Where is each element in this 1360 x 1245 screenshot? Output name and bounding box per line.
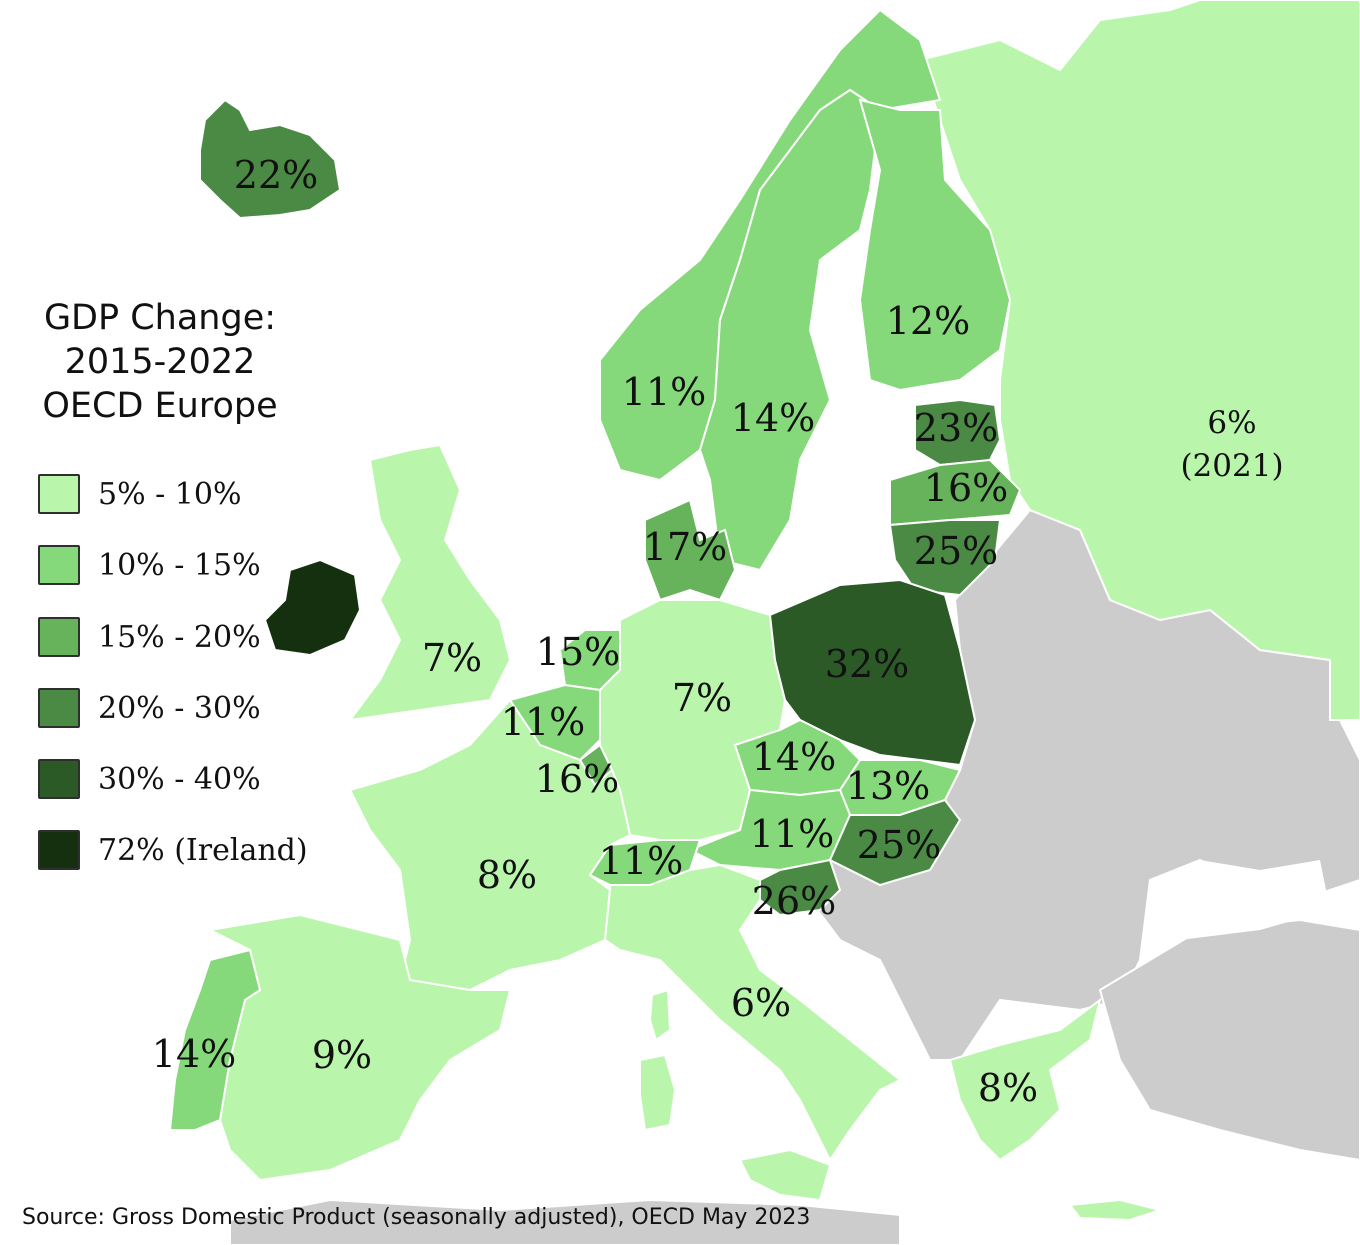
label-france: 8% [476,853,538,897]
label-russia-note: (2021) [1180,448,1284,484]
portugal-shape [168,948,262,1131]
poland-shape [768,578,977,767]
legend-swatch [38,617,80,657]
legend-label: 20% - 30% [98,690,261,726]
estonia-shape [914,398,1002,467]
legend-item: 15% - 20% [38,615,261,659]
source-note: Source: Gross Domestic Product (seasonal… [22,1205,811,1230]
uk-shape [347,443,512,722]
legend-label: 30% - 40% [98,761,261,797]
denmark-shape [644,498,737,602]
lithuania-shape [888,519,1002,597]
label-greece: 8% [977,1066,1039,1110]
label-hungary: 25% [856,823,942,867]
legend-swatch [38,830,80,870]
legend-item: 30% - 40% [38,757,261,801]
label-switzerland: 11% [598,839,684,883]
slovenia-shape [759,858,842,917]
label-netherlands: 15% [535,630,621,674]
crete-shape [1068,1198,1164,1222]
label-denmark: 17% [642,525,728,569]
title-line-2: 2015-2022 [64,342,256,382]
label-norway: 11% [621,370,707,414]
title-line-3: OECD Europe [42,386,278,426]
legend-label: 15% - 20% [98,619,261,655]
label-estonia: 23% [913,406,999,450]
finland-shape [858,98,1012,392]
legend-label: 10% - 15% [98,547,261,583]
no-data-regions [229,508,1360,1245]
label-spain: 9% [311,1033,373,1077]
label-russia: 6% [1207,405,1257,441]
label-iceland: 22% [233,153,319,197]
label-poland: 32% [824,642,910,686]
label-latvia: 16% [923,466,1009,510]
label-belgium: 11% [500,700,586,744]
black-sea [1150,860,1330,940]
italy-shape [603,863,902,1162]
sardinia-shape [639,1053,677,1132]
sweden-shape [698,88,882,572]
north-africa-no-data [229,1198,901,1245]
label-czechia: 14% [751,735,837,779]
legend-item: 20% - 30% [38,686,261,730]
iceland-shape [199,98,342,220]
legend-label: 5% - 10% [98,476,242,512]
label-sweden: 14% [730,396,816,440]
sicily-shape [738,1148,832,1202]
legend-swatch [38,688,80,728]
greece-shape [948,997,1102,1162]
map-title: GDP Change: 2015-2022 OECD Europe [20,296,300,428]
legend-label: 72% (Ireland) [98,832,308,868]
legend-item: 5% - 10% [38,472,241,516]
austria-shape [687,788,852,872]
label-slovakia: 13% [845,764,931,808]
label-lithuania: 25% [913,529,999,573]
label-finland: 12% [885,299,971,343]
label-germany: 7% [671,676,733,720]
label-luxembourg: 16% [534,757,620,801]
legend-item: 72% (Ireland) [38,828,308,872]
label-portugal: 14% [151,1032,237,1076]
legend-swatch [38,474,80,514]
title-line-1: GDP Change: [43,298,277,338]
ireland-shape [263,558,362,657]
legend-item: 10% - 15% [38,543,261,587]
legend-swatch [38,759,80,799]
hungary-shape [828,798,962,887]
label-italy: 6% [730,981,792,1025]
legend-swatch [38,545,80,585]
corsica-shape [648,988,672,1042]
label-slovenia: 26% [751,879,837,923]
label-uk: 7% [421,636,483,680]
label-austria: 11% [749,812,835,856]
